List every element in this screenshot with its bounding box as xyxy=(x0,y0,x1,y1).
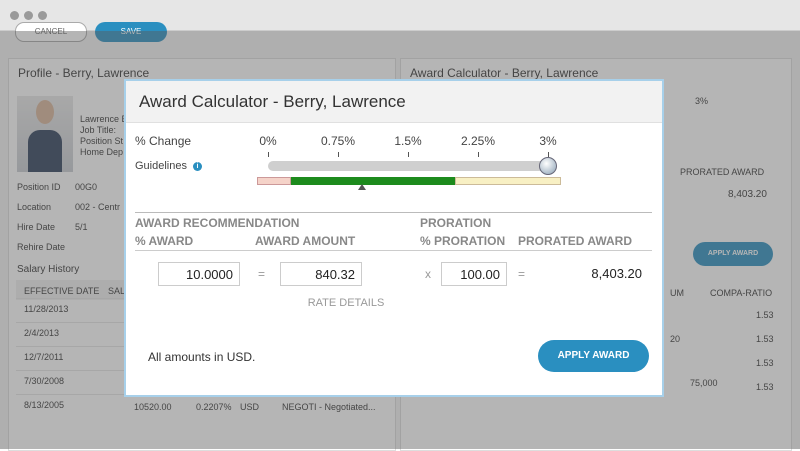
guideline-marker xyxy=(358,184,366,190)
column-header: % PRORATION xyxy=(420,234,506,248)
scale-tick xyxy=(268,152,269,157)
slider-track[interactable] xyxy=(268,161,550,171)
scale-label: 0.75% xyxy=(320,134,356,148)
column-header: % AWARD xyxy=(135,234,194,248)
field-label: Rehire Date xyxy=(17,242,66,252)
ratio-cell: 1.53 xyxy=(756,310,774,320)
field-value: 00G0 xyxy=(75,182,98,192)
panel-title: Profile - Berry, Lawrence xyxy=(18,66,150,80)
divider xyxy=(135,212,652,213)
column-header: EFFECTIVE DATE xyxy=(24,286,100,296)
operator: = xyxy=(518,267,526,281)
cell: 10520.00 xyxy=(134,402,172,412)
slider-knob[interactable] xyxy=(539,157,557,175)
field-label: Location xyxy=(17,202,52,212)
date-cell: 12/7/2011 xyxy=(24,352,64,362)
field-label: Job Title: xyxy=(80,125,117,135)
rate-details-link[interactable]: RATE DETAILS xyxy=(307,297,385,309)
date-cell: 2/4/2013 xyxy=(24,328,60,338)
apply-award-button[interactable]: APPLY AWARD xyxy=(538,340,649,372)
date-cell: 8/13/2005 xyxy=(24,400,65,410)
guidelines-label: Guidelines xyxy=(135,160,187,172)
guideline-bar-low xyxy=(257,177,291,185)
column-header: AWARD AMOUNT xyxy=(255,234,356,248)
panel-title: Award Calculator - Berry, Lawrence xyxy=(410,66,599,80)
field-label: Home Dep xyxy=(80,147,124,157)
prorated-award-value: 8,403.20 xyxy=(591,266,642,281)
currency-note: All amounts in USD. xyxy=(148,350,256,364)
operator: = xyxy=(258,267,266,281)
award-percent-input[interactable]: 10.0000 xyxy=(158,262,240,286)
cell: USD xyxy=(240,402,260,412)
scale-tick xyxy=(338,152,339,157)
column-header: PRORATED AWARD xyxy=(680,167,765,177)
employee-name: Lawrence B xyxy=(80,114,128,124)
cell: 0.2207% xyxy=(196,402,232,412)
cancel-button[interactable]: CANCEL xyxy=(15,22,87,42)
operator: x xyxy=(425,267,431,281)
field-label: Hire Date xyxy=(17,222,56,232)
field-value: 5/1 xyxy=(75,222,88,232)
field-label: Position ID xyxy=(17,182,61,192)
apply-button[interactable]: APPLY AWARD xyxy=(693,242,773,266)
scale-tick xyxy=(548,152,549,157)
ratio-cell: 1.53 xyxy=(756,382,774,392)
ratio-cell: 1.53 xyxy=(756,358,774,368)
scale-label: 3% xyxy=(539,134,557,148)
save-button[interactable]: SAVE xyxy=(95,22,167,42)
award-amount-input[interactable]: 840.32 xyxy=(280,262,362,286)
modal xyxy=(124,79,664,397)
section-header: AWARD RECOMMENDATION xyxy=(135,216,300,230)
window-dot[interactable] xyxy=(38,11,47,20)
fragment: 75,000 xyxy=(690,378,718,388)
avatar-head xyxy=(36,100,54,124)
proration-input[interactable]: 100.00 xyxy=(441,262,507,286)
column-header: SAL xyxy=(108,286,126,296)
scale-label: 2.25% xyxy=(460,134,496,148)
divider xyxy=(135,250,652,251)
column-header: PRORATED AWARD xyxy=(518,234,632,248)
ratio-cell: 1.53 xyxy=(756,334,774,344)
column-header: COMPA-RATIO xyxy=(710,288,773,298)
fragment: 20 xyxy=(670,334,681,344)
scale-label: 1.5% xyxy=(394,134,422,148)
avatar-figure xyxy=(28,130,62,172)
section-header: PRORATION xyxy=(420,216,492,230)
scale-tick xyxy=(408,152,409,157)
guideline-bar-target xyxy=(291,177,455,185)
value: 8,403.20 xyxy=(728,189,767,200)
info-icon[interactable]: i xyxy=(193,162,202,171)
window-dot[interactable] xyxy=(24,11,33,20)
column-header: UM xyxy=(670,288,684,298)
modal-title: Award Calculator - Berry, Lawrence xyxy=(139,92,406,111)
date-cell: 7/30/2008 xyxy=(24,376,65,386)
scale-tick xyxy=(478,152,479,157)
guideline-bar-high xyxy=(455,177,561,185)
date-cell: 11/28/2013 xyxy=(24,304,69,314)
field-value: 002 - Centr xyxy=(75,202,121,212)
cell: NEGOTI - Negotiated... xyxy=(282,402,376,412)
field-label: Position St xyxy=(80,136,124,146)
scale-caption: % Change xyxy=(135,134,192,148)
window-dot[interactable] xyxy=(10,11,19,20)
scale-label: 0% xyxy=(259,134,277,148)
modal-header xyxy=(126,81,662,123)
scale-label: 3% xyxy=(695,96,709,106)
section-label[interactable]: Salary History xyxy=(17,264,80,275)
